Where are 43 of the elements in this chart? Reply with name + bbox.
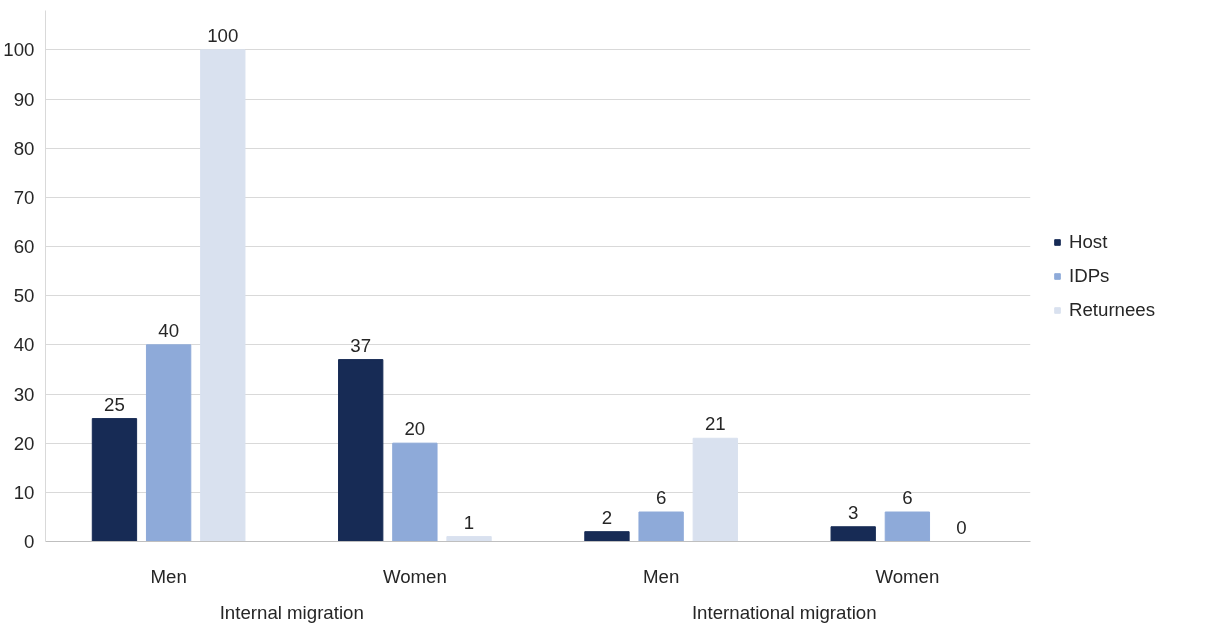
data-label: 3 xyxy=(848,501,859,523)
bar xyxy=(91,418,138,542)
bar xyxy=(446,536,492,542)
data-label: 6 xyxy=(902,487,913,508)
bar xyxy=(884,511,931,542)
y-tick-label: 60 xyxy=(13,236,35,257)
data-label: 40 xyxy=(158,319,180,341)
bar xyxy=(830,526,876,542)
bar xyxy=(392,442,438,542)
bar xyxy=(584,531,630,542)
y-tick-label: 100 xyxy=(3,39,35,61)
y-tick-label: 80 xyxy=(13,137,35,159)
y-tick-label: 30 xyxy=(13,383,35,405)
legend-label: Host xyxy=(1069,230,1108,253)
y-tick-label: 50 xyxy=(13,285,35,307)
legend-label: Returnees xyxy=(1069,298,1156,321)
y-tick-label: 90 xyxy=(13,88,35,110)
x-tick-label: Women xyxy=(382,565,447,587)
y-tick-label: 70 xyxy=(13,186,35,208)
bar xyxy=(338,359,384,542)
data-label: 100 xyxy=(207,24,239,46)
data-label: 37 xyxy=(350,334,372,356)
x-tick-label: Men xyxy=(150,565,187,587)
data-label: 25 xyxy=(104,393,125,415)
x-tick-label: Women xyxy=(875,565,940,587)
bar xyxy=(638,511,684,542)
data-label: 6 xyxy=(655,487,667,508)
x-tick-label: Men xyxy=(642,565,680,587)
data-label: 21 xyxy=(704,413,726,435)
data-label: 2 xyxy=(601,506,613,528)
text: Internal migration xyxy=(219,601,364,623)
y-tick-label: 40 xyxy=(13,334,35,356)
y-tick-label: 10 xyxy=(13,481,35,503)
legend-label: IDPs xyxy=(1069,264,1110,287)
y-tick-label: 0 xyxy=(24,531,35,552)
y-tick-label: 20 xyxy=(13,432,35,454)
data-label: 1 xyxy=(463,511,475,533)
data-label: 0 xyxy=(956,516,967,538)
text: International migration xyxy=(691,601,877,623)
bar xyxy=(145,344,192,542)
bar xyxy=(692,437,738,542)
bar xyxy=(200,49,246,542)
data-label: 20 xyxy=(404,418,426,440)
